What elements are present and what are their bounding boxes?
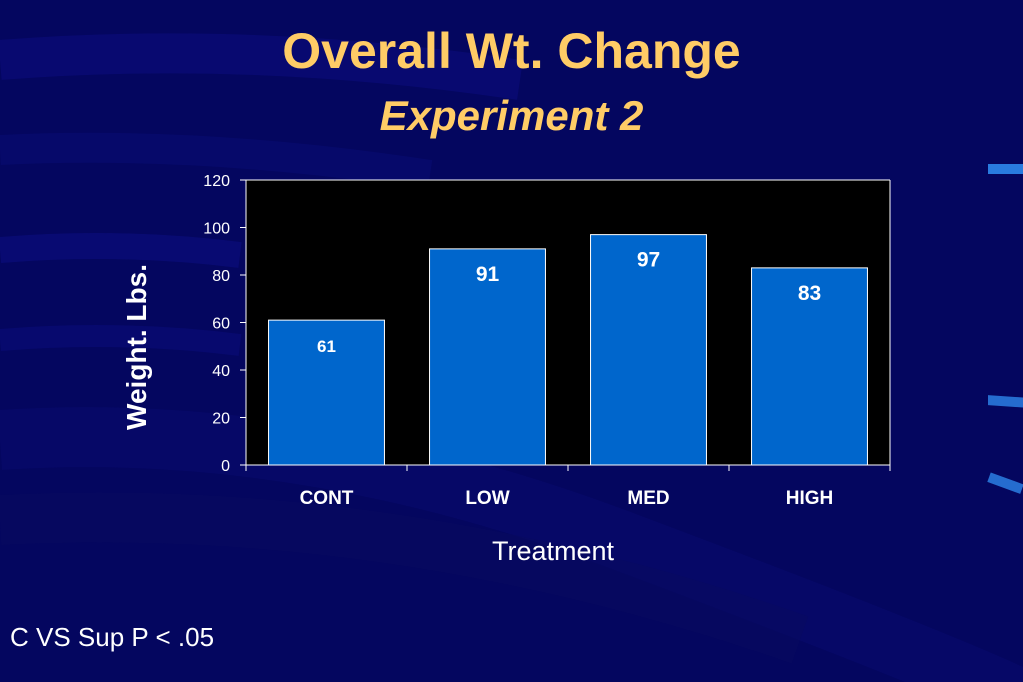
bar-cont xyxy=(268,319,385,466)
slide-title: Overall Wt. Change xyxy=(282,23,741,79)
bar-med xyxy=(590,234,707,466)
y-tick-label: 60 xyxy=(212,316,230,333)
data-label-cont: 61 xyxy=(317,337,336,356)
footnote: C VS Sup P < .05 xyxy=(10,622,215,652)
x-axis-title: Treatment xyxy=(492,536,615,566)
data-label-med: 97 xyxy=(637,249,660,272)
y-tick-label: 80 xyxy=(212,268,230,285)
slide-subtitle: Experiment 2 xyxy=(379,92,644,139)
background-swooshes xyxy=(0,33,1023,682)
y-tick-label: 0 xyxy=(221,458,230,475)
y-tick-label: 40 xyxy=(212,363,230,380)
y-tick-label: 20 xyxy=(212,411,230,428)
y-tick-label: 100 xyxy=(203,221,230,238)
x-tick-label-high: HIGH xyxy=(786,488,834,509)
data-label-low: 91 xyxy=(476,263,500,286)
y-axis-title: Weight. Lbs. xyxy=(121,264,152,430)
x-tick-label-cont: CONT xyxy=(300,488,354,509)
edge-accents xyxy=(987,164,1023,494)
x-tick-label-low: LOW xyxy=(465,488,509,509)
bar-high xyxy=(751,267,868,466)
y-tick-label: 120 xyxy=(203,173,230,190)
data-label-high: 83 xyxy=(798,282,821,305)
x-tick-label-med: MED xyxy=(627,488,669,509)
bar-low xyxy=(429,248,546,466)
